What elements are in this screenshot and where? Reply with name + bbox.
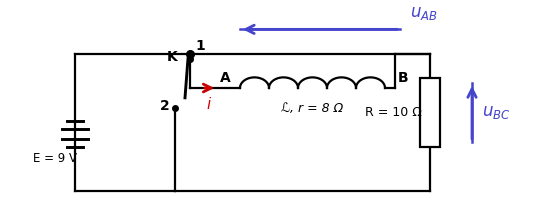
Text: A: A: [220, 71, 230, 85]
Text: ℒ, r = 8 Ω: ℒ, r = 8 Ω: [281, 102, 344, 115]
Text: $u_{BC}$: $u_{BC}$: [482, 103, 511, 121]
Text: $u_{AB}$: $u_{AB}$: [410, 4, 438, 22]
Text: R = 10 Ω: R = 10 Ω: [365, 106, 422, 119]
Text: E = 9 V: E = 9 V: [33, 152, 77, 165]
Text: $i$: $i$: [206, 96, 213, 112]
Text: K: K: [167, 50, 178, 64]
Bar: [420, 78, 440, 147]
Text: B: B: [398, 71, 409, 85]
Text: 2: 2: [160, 99, 170, 114]
Text: 1: 1: [195, 39, 205, 53]
